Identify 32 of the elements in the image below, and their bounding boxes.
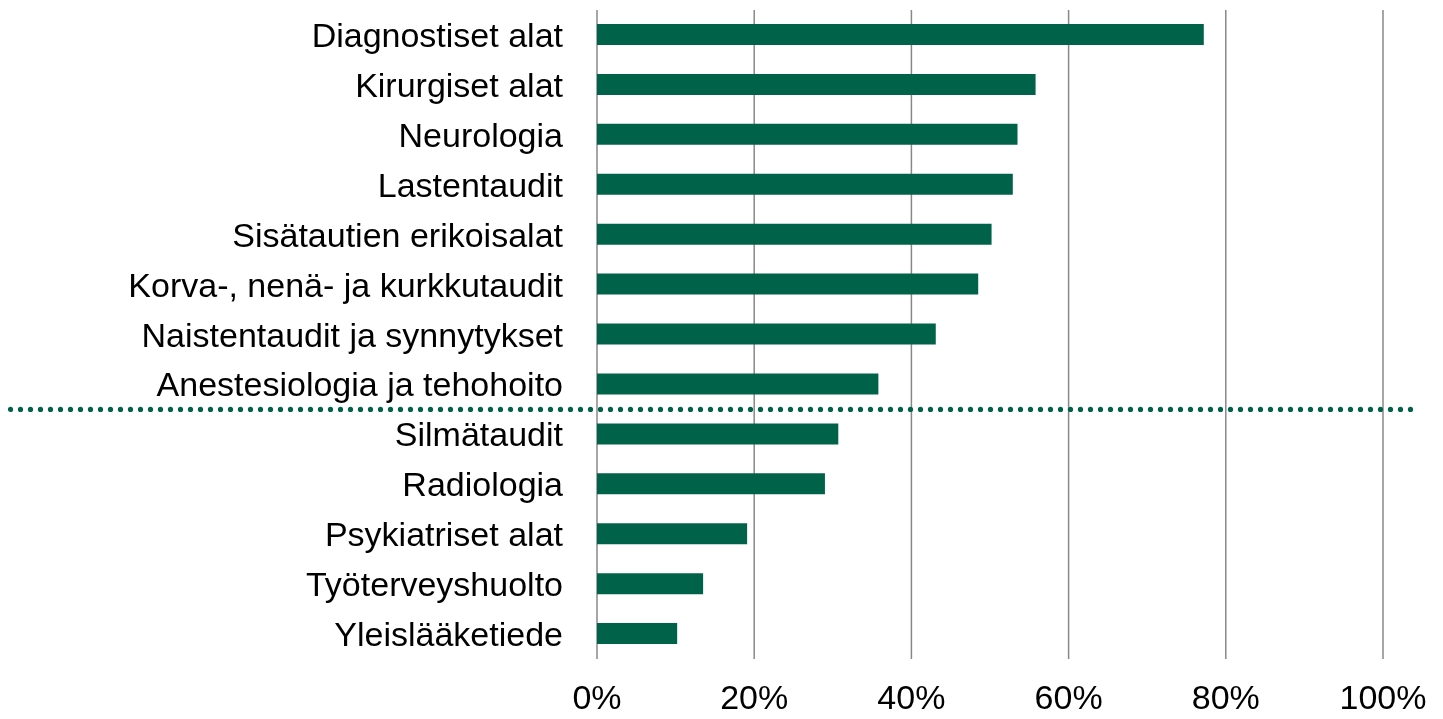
y-tick-label: Psykiatriset alat <box>324 515 564 554</box>
y-tick-label: Yleislääketiede <box>334 615 563 654</box>
bar <box>597 373 879 395</box>
x-tick-label: 0% <box>572 678 622 717</box>
y-tick-label: Diagnostiset alat <box>311 16 564 55</box>
y-tick-label: Lastentaudit <box>377 165 564 204</box>
y-tick-label: Työterveyshuolto <box>305 565 563 604</box>
bar <box>597 73 1036 95</box>
x-tick-label: 80% <box>1191 678 1260 717</box>
y-tick-label: Radiologia <box>402 465 564 504</box>
bar <box>597 473 825 495</box>
x-tick-label: 60% <box>1034 678 1103 717</box>
bar <box>597 623 678 645</box>
y-tick-label: Anestesiologia ja tehohoito <box>156 365 563 404</box>
bar <box>597 423 839 445</box>
y-tick-label: Korva-, nenä- ja kurkkutaudit <box>128 265 564 304</box>
bar <box>597 323 936 345</box>
x-tick-label: 40% <box>877 678 946 717</box>
bar <box>597 223 992 245</box>
x-tick-label: 20% <box>720 678 789 717</box>
bar <box>597 123 1018 145</box>
bar <box>597 24 1204 45</box>
y-tick-label: Sisätautien erikoisalat <box>232 215 564 254</box>
bar <box>597 173 1013 195</box>
bar <box>597 573 704 595</box>
y-tick-label: Naistentaudit ja synnytykset <box>141 315 564 354</box>
bar <box>597 273 979 295</box>
y-tick-label: Kirurgiset alat <box>355 65 564 104</box>
x-tick-label: 100% <box>1339 678 1427 717</box>
y-tick-label: Neurologia <box>398 115 564 154</box>
y-tick-label: Silmätaudit <box>394 415 564 454</box>
bar <box>597 523 748 545</box>
